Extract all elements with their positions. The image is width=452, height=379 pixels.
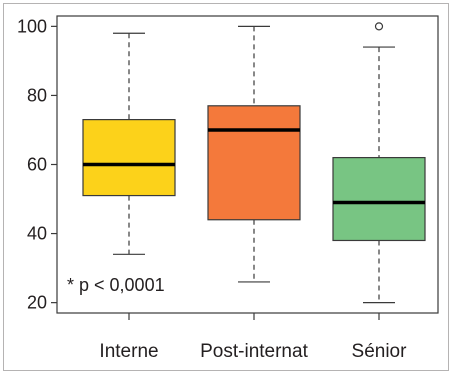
iqr-box (82, 119, 176, 197)
y-tick-label: 40 (27, 224, 47, 244)
iqr-box (332, 156, 426, 242)
iqr-box (207, 105, 301, 221)
y-tick-label: 20 (27, 293, 47, 313)
box-s-nior (332, 22, 426, 304)
y-axis: 20 40 60 80 100 (17, 16, 57, 313)
y-tick-label: 60 (27, 155, 47, 175)
x-tick-label: Post-internat (200, 341, 308, 362)
y-tick-label: 100 (17, 16, 47, 36)
x-axis: Interne Post-internat Sénior (99, 313, 407, 362)
x-tick-label: Sénior (352, 341, 408, 362)
box-post-internat (207, 25, 301, 283)
outlier-point (374, 22, 384, 31)
box-interne (82, 32, 176, 255)
y-tick-label: 80 (27, 85, 47, 105)
boxes (82, 22, 426, 304)
x-tick-label: Interne (99, 341, 158, 362)
significance-annotation: * p < 0,0001 (67, 275, 165, 295)
